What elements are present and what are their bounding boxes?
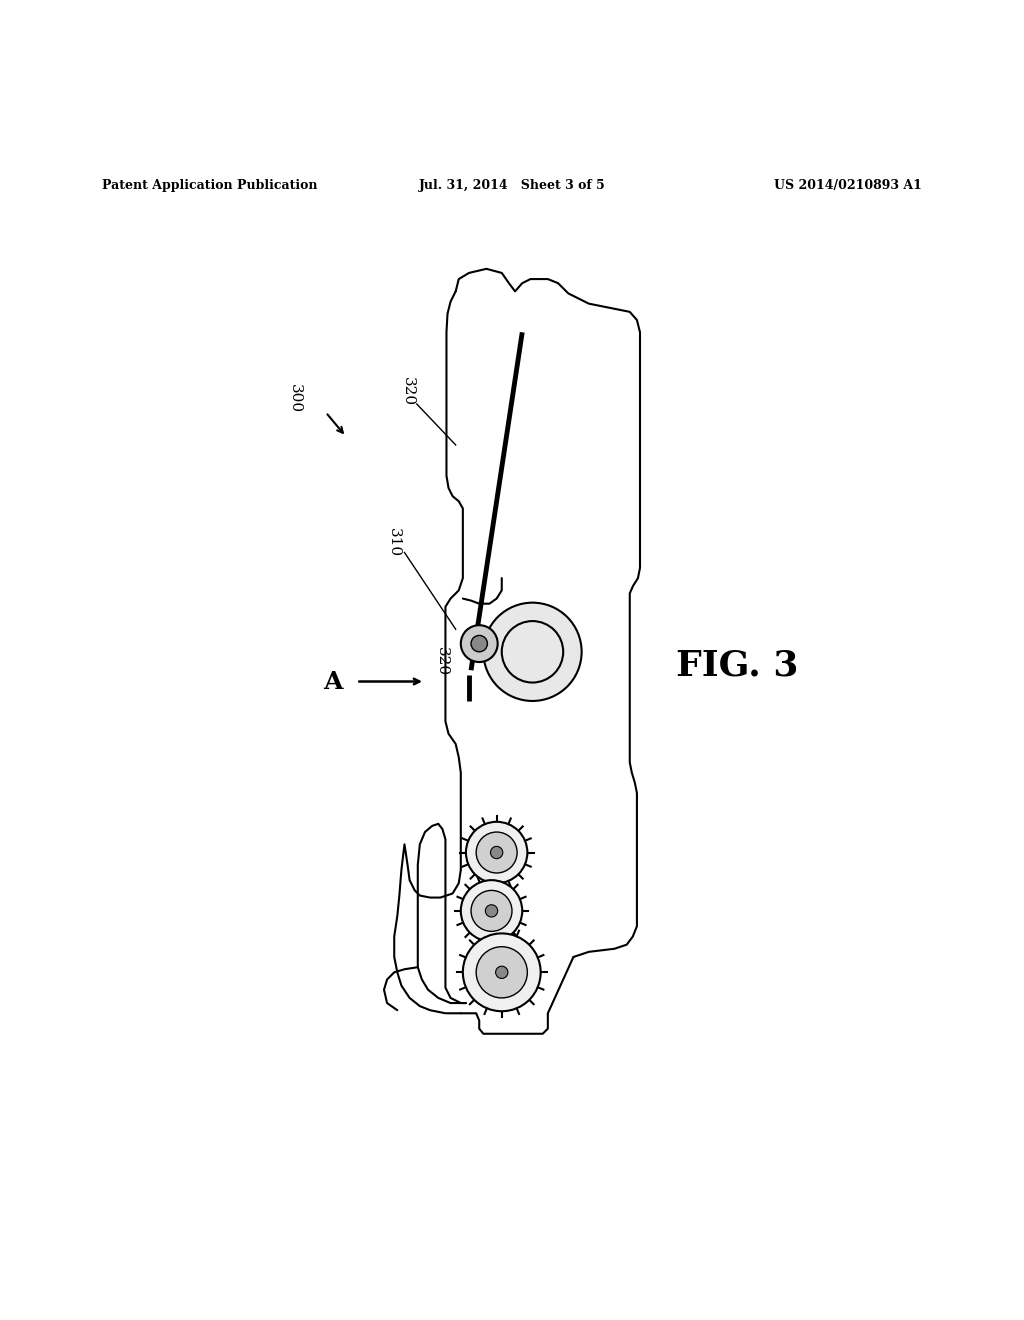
Text: Jul. 31, 2014   Sheet 3 of 5: Jul. 31, 2014 Sheet 3 of 5	[419, 180, 605, 193]
Circle shape	[463, 933, 541, 1011]
Circle shape	[490, 846, 503, 858]
Circle shape	[466, 822, 527, 883]
Circle shape	[496, 966, 508, 978]
Text: Patent Application Publication: Patent Application Publication	[102, 180, 317, 193]
Circle shape	[461, 626, 498, 663]
Circle shape	[476, 946, 527, 998]
Text: A: A	[323, 669, 343, 693]
Circle shape	[471, 635, 487, 652]
Text: 300: 300	[288, 384, 302, 413]
Text: FIG. 3: FIG. 3	[676, 648, 799, 682]
Text: 310: 310	[387, 528, 401, 557]
Text: 320: 320	[400, 378, 415, 407]
Circle shape	[485, 904, 498, 917]
Text: 320: 320	[435, 648, 450, 677]
Circle shape	[471, 891, 512, 932]
Text: US 2014/0210893 A1: US 2014/0210893 A1	[774, 180, 922, 193]
Circle shape	[461, 880, 522, 941]
Circle shape	[483, 603, 582, 701]
Circle shape	[476, 832, 517, 873]
